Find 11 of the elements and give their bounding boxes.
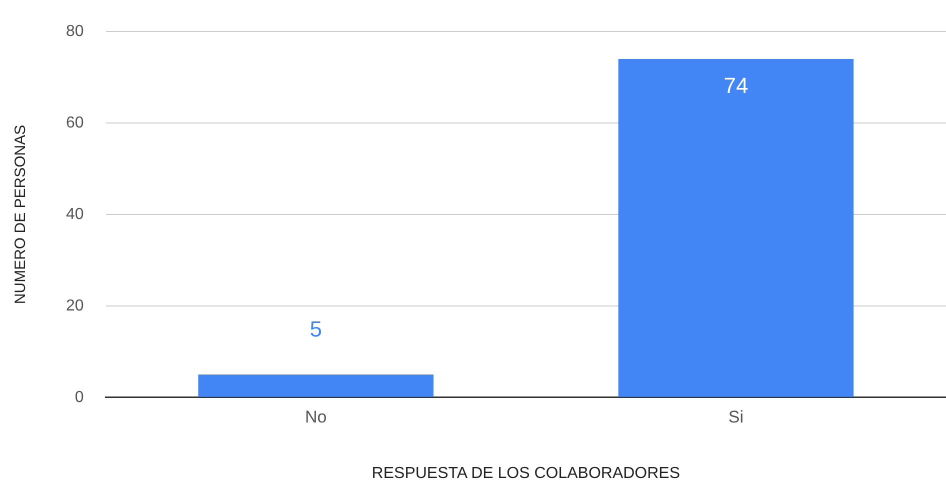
data-label: 5 (310, 316, 322, 342)
y-tick-label: 80 (66, 23, 84, 40)
y-tick-label: 40 (66, 206, 84, 223)
y-tick-label: 60 (66, 114, 84, 132)
x-tick-label: Si (728, 407, 744, 426)
x-axis-title: RESPUESTA DE LOS COLABORADORES (372, 464, 680, 482)
y-tick-label: 0 (74, 388, 84, 406)
x-tick-label: No (304, 407, 327, 426)
data-label: 74 (724, 73, 748, 98)
y-axis-title: NUMERO DE PERSONAS (12, 124, 30, 304)
y-tick-label: 20 (66, 297, 84, 314)
